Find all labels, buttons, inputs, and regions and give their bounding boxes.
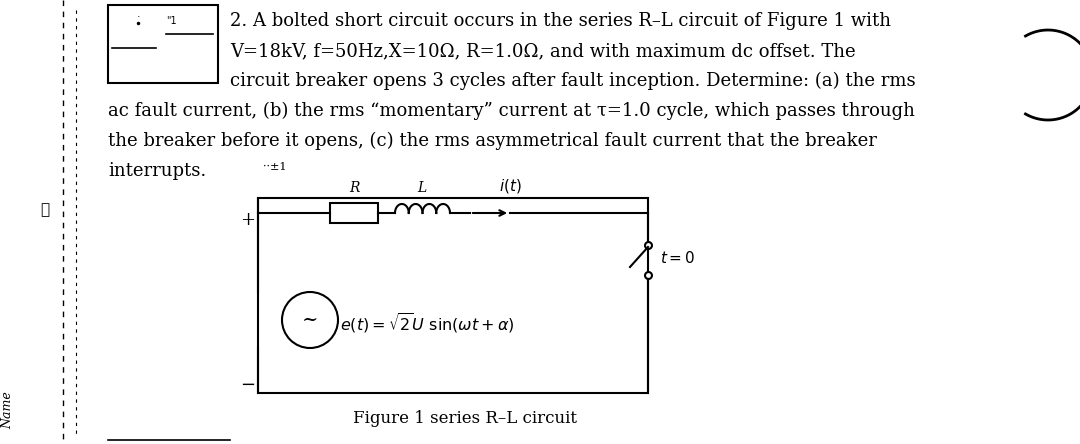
Text: $i(t)$: $i(t)$ <box>499 177 522 195</box>
Text: ~: ~ <box>301 311 319 329</box>
Text: the breaker before it opens, (c) the rms asymmetrical fault current that the bre: the breaker before it opens, (c) the rms… <box>108 132 877 150</box>
Circle shape <box>282 292 338 348</box>
Text: circuit breaker opens 3 cycles after fault inception. Determine: (a) the rms: circuit breaker opens 3 cycles after fau… <box>230 72 916 90</box>
Text: V=18kV, f=50Hz,X=10Ω, R=1.0Ω, and with maximum dc offset. The: V=18kV, f=50Hz,X=10Ω, R=1.0Ω, and with m… <box>230 42 855 60</box>
Text: interrupts.: interrupts. <box>108 162 206 180</box>
Bar <box>330 203 378 223</box>
Text: ac fault current, (b) the rms “momentary” current at τ=1.0 cycle, which passes t: ac fault current, (b) the rms “momentary… <box>108 102 915 120</box>
Text: ··±1: ··±1 <box>264 162 286 172</box>
Bar <box>258 198 648 393</box>
Text: −: − <box>241 376 256 394</box>
Text: ˙: ˙ <box>136 16 141 26</box>
Text: $e(t) = \sqrt{2}U\ \sin(\omega t+\alpha)$: $e(t) = \sqrt{2}U\ \sin(\omega t+\alpha)… <box>340 311 515 335</box>
Text: Name: Name <box>1 391 14 429</box>
Text: "1: "1 <box>166 16 177 26</box>
Text: 2. A bolted short circuit occurs in the series R–L circuit of Figure 1 with: 2. A bolted short circuit occurs in the … <box>230 12 891 30</box>
Bar <box>108 5 218 83</box>
Text: L: L <box>417 181 427 195</box>
Text: Figure 1 series R–L circuit: Figure 1 series R–L circuit <box>353 410 577 427</box>
Text: 効: 効 <box>40 202 50 218</box>
Text: R: R <box>349 181 360 195</box>
Text: $t=0$: $t=0$ <box>660 250 696 266</box>
Text: +: + <box>241 211 256 229</box>
